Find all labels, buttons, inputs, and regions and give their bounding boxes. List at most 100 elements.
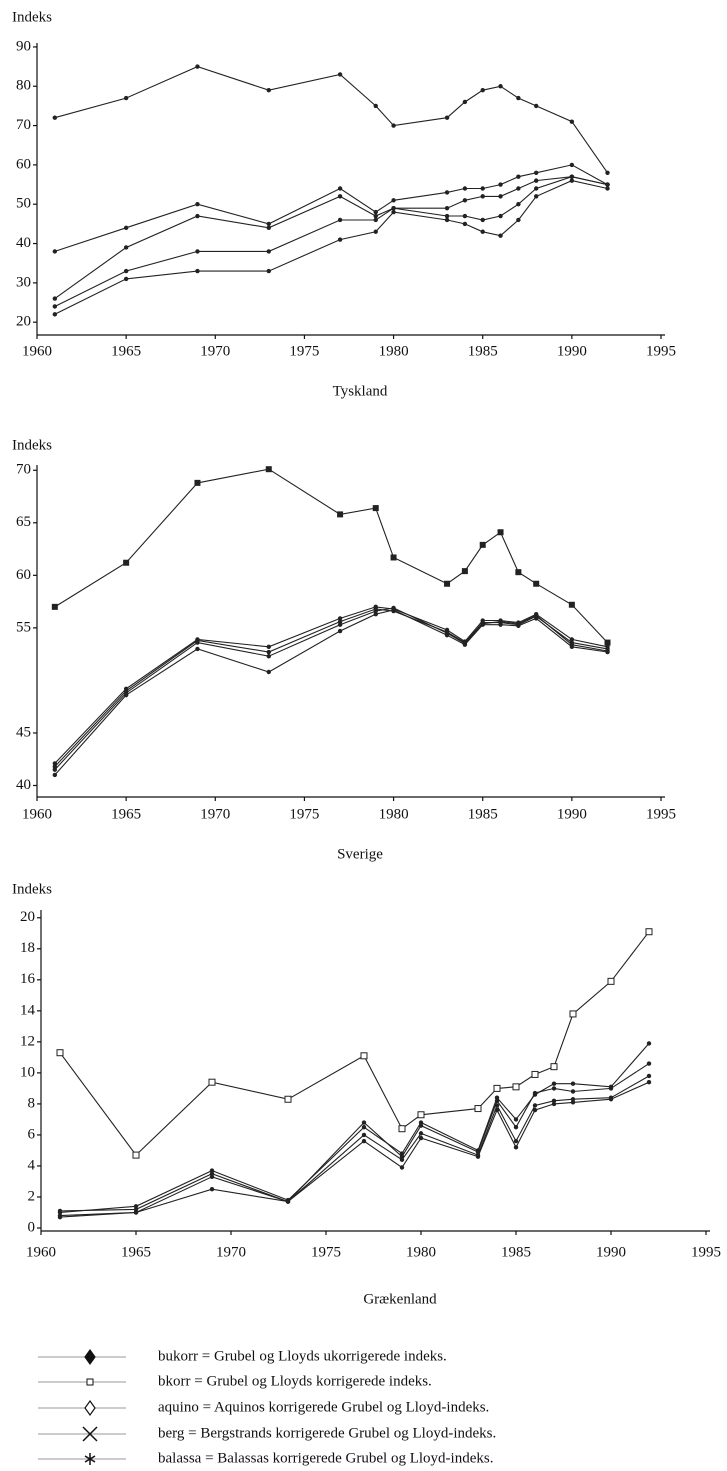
marker-dot [480, 229, 485, 234]
y-tick-label: 6 [28, 1126, 36, 1142]
marker [52, 767, 58, 772]
x-tick-label: 1960 [22, 343, 52, 359]
marker [570, 1089, 576, 1094]
marker [361, 1120, 367, 1125]
y-tick-label: 40 [16, 777, 31, 793]
marker [398, 1125, 406, 1133]
marker [194, 479, 201, 486]
series-line [59, 931, 650, 1156]
y-tick-label: 2 [28, 1188, 36, 1204]
marker [498, 182, 503, 187]
marker [337, 628, 343, 634]
marker [337, 217, 343, 223]
marker [498, 194, 503, 199]
marker-dot [418, 1135, 424, 1141]
x-tick-label: 1980 [379, 806, 409, 822]
marker-dot [123, 276, 129, 282]
marker-diamond [84, 1348, 96, 1366]
marker-dot [399, 1165, 405, 1170]
series-line [54, 607, 608, 771]
marker [123, 95, 129, 101]
marker-square-open [86, 1378, 94, 1386]
marker [56, 1049, 64, 1057]
marker-dot [195, 202, 200, 207]
y-tick-label: 60 [16, 156, 31, 172]
marker [462, 99, 468, 105]
y-tick-label: 14 [20, 1002, 36, 1018]
marker [498, 233, 503, 238]
marker-dot [551, 1081, 557, 1086]
marker-dot [195, 213, 200, 219]
marker-square [51, 603, 58, 610]
marker-dot [209, 1168, 215, 1173]
legend-label: balassa = Balassas korrigerede Grubel og… [158, 1450, 493, 1466]
marker [195, 64, 200, 69]
marker [604, 639, 611, 646]
marker-asterisk [84, 1453, 96, 1465]
x-tick-label: 1975 [289, 806, 319, 822]
marker [498, 84, 503, 89]
x-tick-label: 1985 [501, 1244, 531, 1260]
marker-dot [52, 304, 58, 309]
y-tick-label: 70 [16, 117, 31, 133]
marker-dot [534, 170, 539, 175]
marker [418, 1131, 424, 1136]
marker [57, 1214, 63, 1220]
marker [533, 580, 540, 587]
legend-label: bkorr = Grubel og Lloyds korrigerede ind… [158, 1373, 432, 1389]
marker [444, 217, 450, 223]
marker [337, 237, 343, 242]
marker-dot [361, 1138, 367, 1144]
marker-dot [498, 619, 503, 624]
marker-dot [570, 1097, 576, 1102]
marker [646, 1079, 652, 1085]
marker [608, 1097, 614, 1102]
marker [337, 194, 343, 199]
y-tick-label: 70 [16, 462, 31, 478]
legend-label: bukorr = Grubel og Lloyds ukorrigerede i… [158, 1348, 447, 1364]
marker-dot [391, 209, 396, 215]
marker [266, 649, 271, 655]
marker-dot [337, 217, 343, 223]
marker [569, 178, 575, 183]
marker [372, 505, 379, 512]
marker [534, 170, 539, 175]
marker-dot [266, 268, 271, 274]
marker [361, 1138, 367, 1144]
marker-dot [209, 1187, 215, 1192]
marker-dot [498, 213, 503, 219]
marker-dot [123, 268, 129, 274]
marker [123, 276, 129, 282]
marker-square-open [493, 1084, 501, 1092]
y-tick-label: 30 [16, 274, 31, 290]
y-axis-label: Indeks [12, 437, 52, 453]
marker-dot [337, 194, 343, 199]
marker-dot [123, 245, 129, 250]
marker [551, 1086, 557, 1091]
marker [462, 221, 468, 227]
marker-dot [498, 622, 503, 627]
marker-dot [52, 761, 58, 766]
marker [195, 249, 200, 254]
marker [57, 1208, 63, 1214]
y-tick-label: 4 [28, 1157, 36, 1173]
marker-square-open [132, 1151, 140, 1159]
marker-dot [513, 1117, 519, 1122]
marker [512, 1083, 520, 1091]
marker [266, 669, 271, 675]
marker [123, 268, 129, 274]
marker-square [568, 601, 575, 608]
marker-square-open [531, 1070, 539, 1078]
marker [195, 202, 200, 207]
marker-dot [391, 607, 396, 613]
marker-dot [373, 217, 378, 223]
marker [418, 1123, 424, 1128]
marker-dot [399, 1157, 405, 1162]
marker-dot [516, 95, 521, 101]
marker-dot [570, 1089, 576, 1094]
marker [494, 1107, 500, 1113]
marker [569, 644, 575, 649]
marker-dot [462, 213, 468, 219]
marker-dot [209, 1171, 215, 1176]
